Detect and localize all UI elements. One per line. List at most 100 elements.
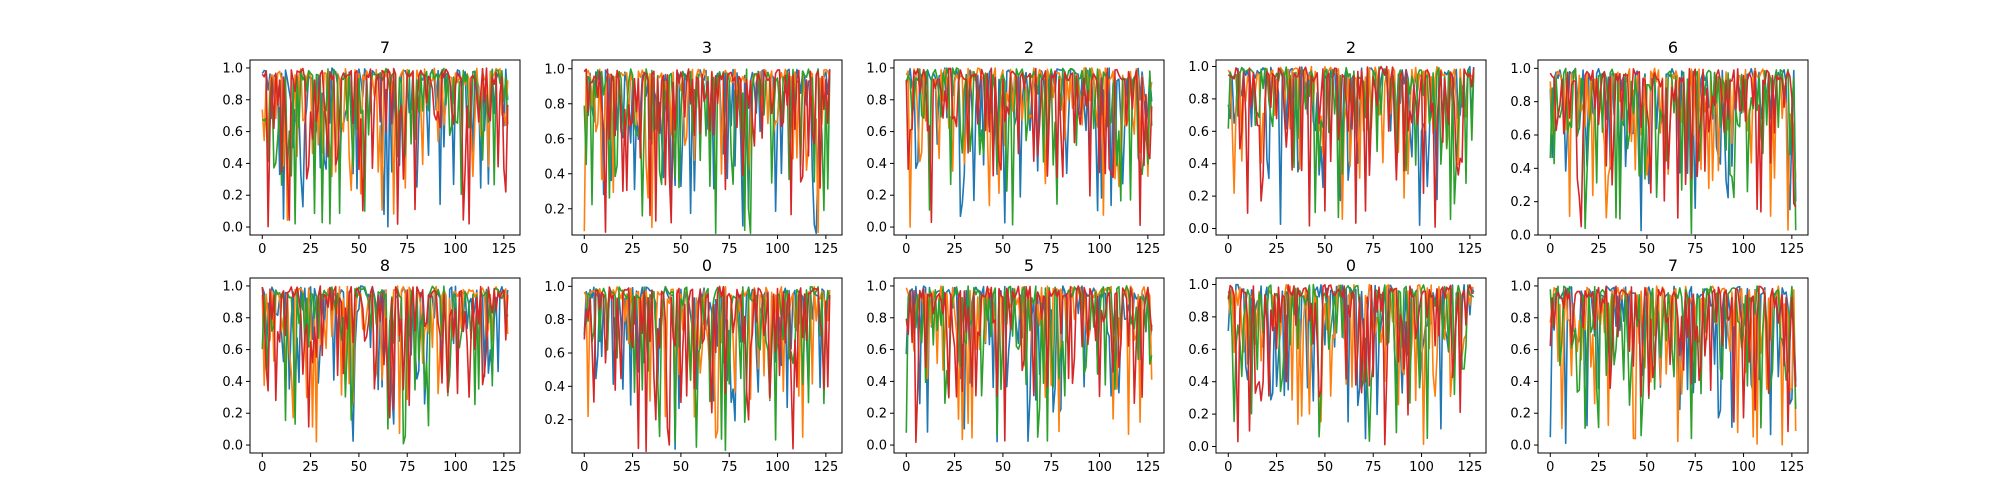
y-tick-label: 0.6 bbox=[1188, 125, 1209, 140]
subplot-2: 0 25 50 75 100 125 0.2 0.4 0.6 0.8 1.0 3 bbox=[544, 38, 843, 257]
y-tick-label: 0.6 bbox=[866, 343, 887, 358]
series-line-3 bbox=[905, 285, 1153, 442]
axes-frame bbox=[249, 59, 521, 236]
y-tick-label: 0.4 bbox=[1510, 375, 1531, 390]
x-tick-label: 25 bbox=[624, 460, 641, 475]
axes-frame bbox=[1537, 59, 1809, 236]
series-line-4 bbox=[1549, 285, 1797, 433]
x-tick-label: 100 bbox=[765, 460, 790, 475]
y-tick-label: 0.4 bbox=[866, 375, 887, 390]
y-tick-label: 0.0 bbox=[1510, 229, 1531, 244]
axes-frame bbox=[893, 277, 1165, 454]
x-tick-label: 25 bbox=[1268, 460, 1285, 475]
subplot-title: 2 bbox=[1024, 38, 1034, 57]
series-line-4 bbox=[1227, 65, 1475, 228]
y-tick-label: 0.8 bbox=[222, 311, 243, 326]
subplot-7: 0 25 50 75 100 125 0.2 0.4 0.6 0.8 1.0 0 bbox=[544, 256, 843, 475]
y-tick-label: 1.0 bbox=[1510, 279, 1531, 294]
subplot-title: 0 bbox=[702, 256, 712, 275]
subplot-8: 0 25 50 75 100 125 0.0 0.2 0.4 0.6 0.8 1.0 5 bbox=[866, 256, 1165, 475]
y-tick-label: 0.0 bbox=[866, 439, 887, 454]
y-tick-label: 0.0 bbox=[866, 221, 887, 236]
x-tick-label: 100 bbox=[1409, 242, 1434, 257]
subplot-3: 0 25 50 75 100 125 0.0 0.2 0.4 0.6 0.8 1.0 2 bbox=[866, 38, 1165, 257]
x-tick-label: 100 bbox=[443, 460, 468, 475]
y-tick-label: 0.4 bbox=[222, 157, 243, 172]
y-tick-label: 1.0 bbox=[222, 61, 243, 76]
x-tick-label: 75 bbox=[399, 460, 416, 475]
y-tick-label: 1.0 bbox=[1510, 62, 1531, 77]
x-tick-label: 75 bbox=[1687, 242, 1704, 257]
subplot-title: 8 bbox=[380, 256, 390, 275]
y-tick-label: 0.8 bbox=[222, 93, 243, 108]
series-line-4 bbox=[583, 285, 831, 453]
y-tick-label: 1.0 bbox=[544, 62, 565, 77]
subplot-title: 0 bbox=[1346, 256, 1356, 275]
y-tick-label: 0.8 bbox=[544, 97, 565, 112]
y-tick-label: 0.6 bbox=[544, 347, 565, 362]
y-tick-label: 0.2 bbox=[1188, 190, 1209, 205]
x-tick-label: 100 bbox=[443, 242, 468, 257]
y-tick-label: 0.6 bbox=[1510, 129, 1531, 144]
x-tick-label: 0 bbox=[258, 242, 266, 257]
x-tick-label: 100 bbox=[1087, 242, 1112, 257]
x-tick-label: 75 bbox=[721, 460, 738, 475]
y-tick-label: 1.0 bbox=[866, 279, 887, 294]
series-line-2 bbox=[905, 285, 1153, 441]
y-tick-label: 0.4 bbox=[1188, 157, 1209, 172]
y-tick-label: 0.2 bbox=[544, 202, 565, 217]
x-tick-label: 25 bbox=[1590, 242, 1607, 257]
x-tick-label: 125 bbox=[1457, 460, 1482, 475]
series-line-4 bbox=[261, 285, 509, 428]
y-tick-label: 0.2 bbox=[866, 189, 887, 204]
subplot-title: 6 bbox=[1668, 38, 1678, 57]
axes-frame bbox=[1215, 277, 1487, 454]
y-tick-label: 0.8 bbox=[1188, 92, 1209, 107]
y-tick-label: 0.4 bbox=[544, 380, 565, 395]
x-tick-label: 75 bbox=[1043, 242, 1060, 257]
y-tick-label: 0.0 bbox=[222, 221, 243, 236]
y-tick-label: 0.8 bbox=[866, 311, 887, 326]
y-tick-label: 0.4 bbox=[544, 167, 565, 182]
y-tick-label: 0.8 bbox=[1188, 310, 1209, 325]
x-tick-label: 75 bbox=[721, 242, 738, 257]
y-tick-label: 0.4 bbox=[1188, 375, 1209, 390]
x-tick-label: 50 bbox=[673, 242, 690, 257]
x-tick-label: 50 bbox=[1317, 460, 1334, 475]
series-line-4 bbox=[583, 68, 831, 233]
x-tick-label: 125 bbox=[1779, 460, 1804, 475]
x-tick-label: 125 bbox=[1779, 242, 1804, 257]
x-tick-label: 0 bbox=[902, 460, 910, 475]
y-tick-label: 1.0 bbox=[222, 279, 243, 294]
x-tick-label: 75 bbox=[399, 242, 416, 257]
x-tick-label: 75 bbox=[1043, 460, 1060, 475]
y-tick-label: 0.8 bbox=[866, 93, 887, 108]
x-tick-label: 125 bbox=[813, 242, 838, 257]
series-line-3 bbox=[261, 67, 509, 225]
x-tick-label: 125 bbox=[1135, 242, 1160, 257]
y-tick-label: 0.4 bbox=[866, 157, 887, 172]
x-tick-label: 100 bbox=[1087, 460, 1112, 475]
y-tick-label: 0.6 bbox=[222, 343, 243, 358]
y-tick-label: 0.4 bbox=[1510, 162, 1531, 177]
series-line-1 bbox=[905, 285, 1153, 443]
series-line-3 bbox=[905, 67, 1153, 226]
y-tick-label: 0.8 bbox=[1510, 311, 1531, 326]
x-tick-label: 0 bbox=[580, 460, 588, 475]
y-tick-label: 0.2 bbox=[222, 189, 243, 204]
x-tick-label: 50 bbox=[995, 460, 1012, 475]
x-tick-label: 100 bbox=[1731, 460, 1756, 475]
x-tick-label: 0 bbox=[258, 460, 266, 475]
x-tick-label: 25 bbox=[302, 460, 319, 475]
x-tick-label: 125 bbox=[1135, 460, 1160, 475]
subplot-5: 0 25 50 75 100 125 0.0 0.2 0.4 0.6 0.8 1.0 6 bbox=[1510, 38, 1809, 257]
y-tick-label: 0.2 bbox=[1510, 195, 1531, 210]
y-tick-label: 0.2 bbox=[1510, 407, 1531, 422]
x-tick-label: 100 bbox=[1409, 460, 1434, 475]
subplot-title: 5 bbox=[1024, 256, 1034, 275]
series-line-4 bbox=[1549, 67, 1797, 228]
y-tick-label: 0.4 bbox=[222, 375, 243, 390]
series-line-3 bbox=[583, 285, 831, 452]
x-tick-label: 0 bbox=[1546, 242, 1554, 257]
y-tick-label: 0.6 bbox=[1188, 343, 1209, 358]
